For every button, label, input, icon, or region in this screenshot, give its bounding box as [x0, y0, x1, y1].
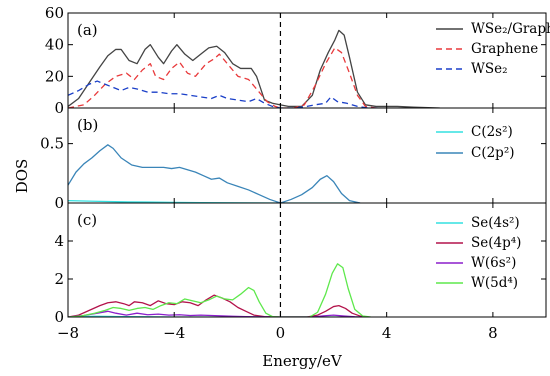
y-tick-label: 60 [45, 4, 64, 22]
legend-entry: C(2s²) [471, 124, 513, 140]
legend-entry: C(2p²) [471, 145, 515, 161]
panel-label: (a) [77, 21, 98, 39]
series-line-3-3 [68, 310, 366, 317]
series-line-1-1 [68, 29, 440, 108]
series-line-1-3 [68, 80, 379, 108]
y-tick-label: 0 [54, 194, 64, 212]
panel-label: (b) [77, 116, 98, 134]
y-axis-label: DOS [13, 159, 31, 194]
x-tick-label: −4 [163, 324, 185, 342]
panels-layer: 0204060(a)WSe₂/GrapheneGrapheneWSe₂00.5(… [40, 4, 550, 342]
legend-entry: W(6s²) [471, 255, 516, 271]
legend: WSe₂/Graphene Graphene WSe₂ [436, 21, 550, 77]
y-tick-label: 2 [54, 270, 64, 288]
series-line-2-2 [68, 144, 361, 203]
legend: Se(4s²) Se(4p⁴) W(6s²) W(5d⁴) [436, 215, 521, 291]
y-tick-label: 0.5 [40, 135, 64, 153]
legend-entry: WSe₂ [471, 61, 508, 77]
legend-entry: WSe₂/Graphene [471, 21, 550, 37]
series-line-3-4 [68, 263, 371, 317]
panel-frame [67, 202, 547, 318]
y-tick-label: 4 [54, 232, 64, 250]
x-tick-label: 0 [276, 324, 286, 342]
legend: C(2s²) C(2p²) [436, 124, 515, 161]
y-tick-label: 0 [54, 99, 64, 117]
series-line-1-2 [68, 47, 377, 108]
y-tick-label: 20 [45, 67, 64, 85]
x-tick-label: 8 [488, 324, 498, 342]
x-axis-label: Energy/eV [262, 352, 343, 370]
x-tick-label: 4 [382, 324, 392, 342]
legend-entry: W(5d⁴) [471, 275, 518, 291]
legend-entry: Graphene [471, 41, 538, 57]
legend-entry: Se(4p⁴) [471, 235, 521, 251]
legend-entry: Se(4s²) [471, 215, 520, 231]
series-line-3-2 [68, 294, 369, 317]
x-tick-label: −8 [57, 324, 79, 342]
panel-c: 0 2 4 (c) Se(4s²) Se(4p⁴) W(6s²) W(5d⁴) [54, 202, 547, 326]
y-tick-label: 0 [54, 308, 64, 326]
panel-label: (c) [77, 211, 97, 229]
y-tick-label: 40 [45, 36, 64, 54]
panel-a: 0 20 40 60 (a) WSe₂/Graphene Graphene WSe₂ [45, 4, 550, 117]
panel-b: 0 0.5 (b) C(2s²) C(2p²) [40, 107, 547, 212]
